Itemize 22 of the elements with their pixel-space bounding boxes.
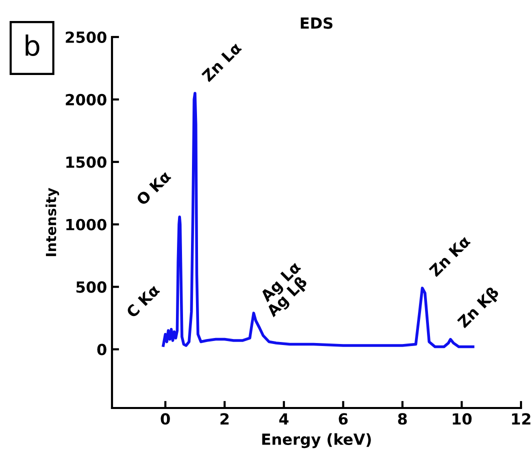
y-axis-title: Intensity	[46, 188, 60, 256]
x-tick-label: 4	[279, 413, 289, 424]
y-tick-label: 2500	[66, 31, 106, 44]
chart-title: EDS	[300, 17, 332, 29]
annotation: C Kα	[126, 284, 160, 318]
annotation: Zn Kα	[428, 235, 471, 278]
x-tick-label: 6	[338, 413, 348, 425]
annotation: Zn Kβ	[456, 285, 502, 330]
y-tick-label: 2000	[66, 94, 106, 106]
x-axis-title: Energy (keV)	[262, 433, 371, 448]
x-tick-label: 2	[220, 413, 229, 424]
x-tick-label: 10	[452, 413, 472, 425]
annotation: Zn Lα	[201, 42, 242, 82]
text: b	[26, 34, 40, 56]
x-tick-label: 8	[398, 413, 407, 425]
annotation: O Kα	[136, 170, 172, 206]
y-tick-label: 1000	[66, 218, 106, 230]
y-tick-label: 500	[76, 281, 106, 293]
y-tick-label: 1500	[66, 156, 106, 168]
y-tick-label: 0	[97, 344, 106, 356]
x-tick-label: 0	[160, 413, 170, 425]
x-tick-label: 12	[512, 413, 530, 424]
